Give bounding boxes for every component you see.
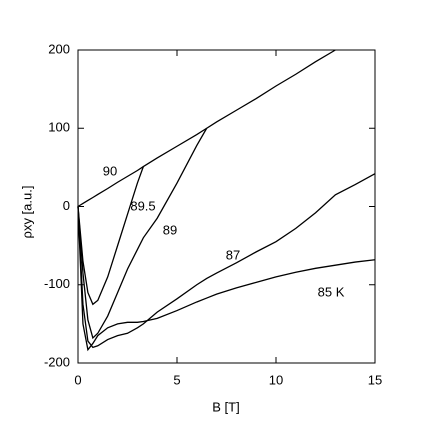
plot-frame	[77, 49, 376, 364]
curve-label: 89	[163, 222, 177, 237]
y-tick-label: 0	[63, 198, 70, 213]
y-tick-label: -100	[44, 276, 70, 291]
x-tick-label: 10	[269, 372, 283, 387]
series-line	[77, 49, 336, 208]
series-line	[77, 173, 376, 349]
curve-label: 87	[226, 247, 240, 262]
x-tick-label: 15	[368, 372, 382, 387]
x-axis-label: B [T]	[212, 399, 239, 414]
y-tick-label: -200	[44, 354, 70, 369]
series-line	[77, 206, 376, 352]
series-line	[77, 166, 144, 306]
curve-label: 89.5	[130, 198, 155, 213]
series-line	[77, 127, 208, 340]
curve-label: 85 K	[318, 284, 345, 299]
x-tick-label: 0	[74, 372, 81, 387]
curve-label: 90	[103, 163, 117, 178]
y-tick-label: 200	[48, 41, 70, 56]
x-tick-label: 5	[173, 372, 180, 387]
y-tick-label: 100	[48, 120, 70, 135]
y-axis-label: ρxy [a.u.]	[19, 186, 34, 239]
